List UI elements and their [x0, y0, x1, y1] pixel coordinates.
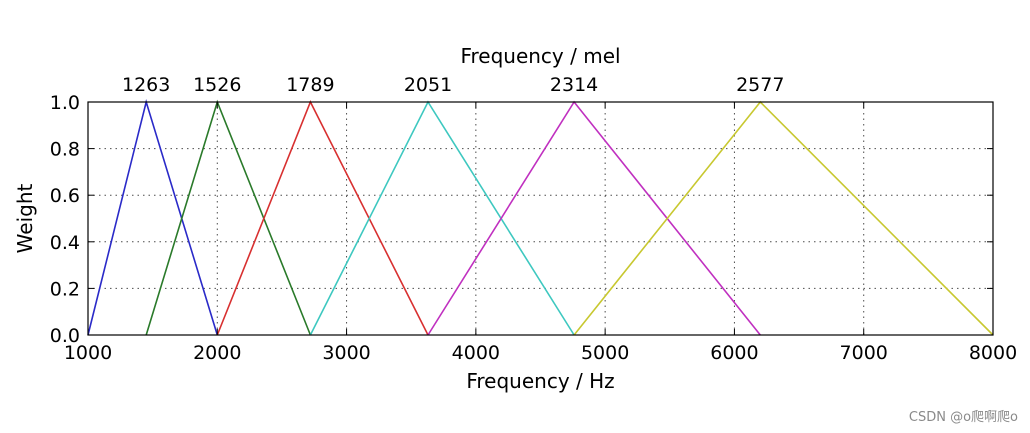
top-axis-title: Frequency / mel	[460, 44, 620, 68]
y-tick-label: 0.2	[50, 278, 80, 300]
y-tick-label: 1.0	[50, 92, 80, 114]
top-tick-label: 2577	[736, 74, 784, 96]
watermark-text: CSDN @o爬啊爬o	[908, 410, 1018, 425]
top-tick-label: 1263	[122, 74, 170, 96]
x-tick-label: 3000	[322, 342, 370, 364]
y-tick-label: 0.4	[50, 232, 80, 254]
top-tick-label: 2051	[404, 74, 452, 96]
top-tick-label: 1526	[193, 74, 241, 96]
x-tick-label: 6000	[710, 342, 758, 364]
x-tick-label: 2000	[193, 342, 241, 364]
top-tick-label: 1789	[286, 74, 334, 96]
y-tick-label: 0.0	[50, 325, 80, 347]
plot-frame	[87, 101, 994, 336]
x-tick-label: 5000	[581, 342, 629, 364]
y-tick-label: 0.6	[50, 185, 80, 207]
x-tick-label: 7000	[840, 342, 888, 364]
top-tick-label: 2314	[550, 74, 598, 96]
y-axis-title: Weight	[13, 184, 37, 254]
x-tick-label: 4000	[452, 342, 500, 364]
x-tick-label: 8000	[969, 342, 1017, 364]
x-tick-label: 1000	[64, 342, 112, 364]
x-axis-title: Frequency / Hz	[466, 369, 614, 393]
plot-area	[88, 102, 993, 335]
y-tick-label: 0.8	[50, 139, 80, 161]
